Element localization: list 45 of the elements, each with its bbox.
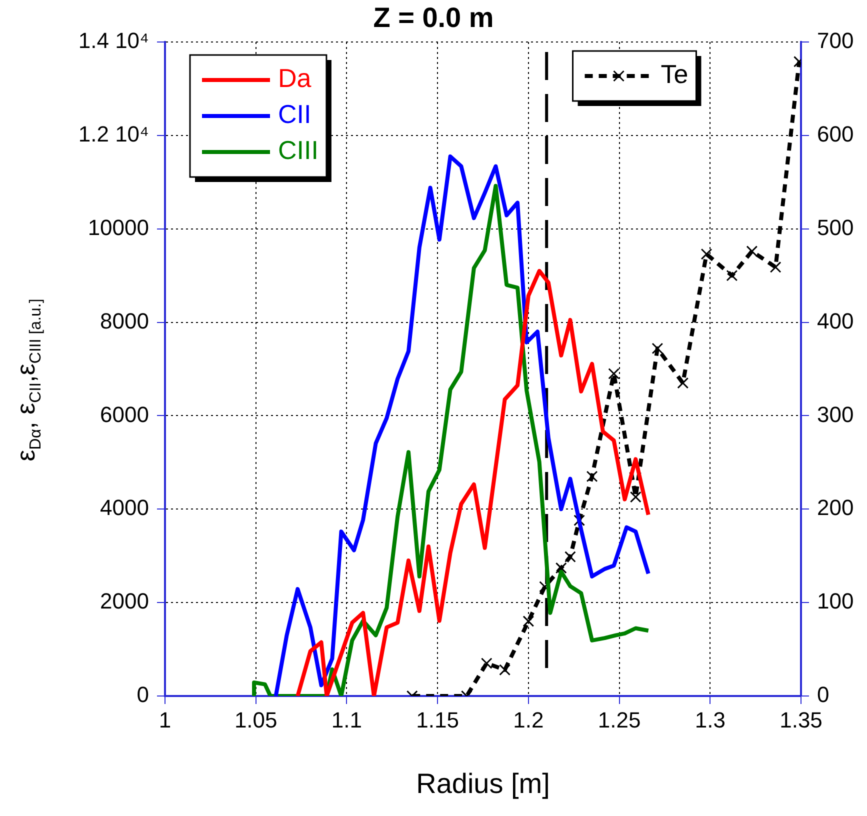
point xyxy=(555,562,567,574)
x-tick-label: 1.05 xyxy=(234,707,278,732)
point xyxy=(522,616,534,627)
y-tick-label: 2000 xyxy=(100,588,149,614)
x-tick-label: 1 xyxy=(158,707,172,732)
y-tick-label: 0 xyxy=(136,682,149,708)
x-tick-label: 1.25 xyxy=(598,707,641,732)
y-tick-label: 1.4 10⁴ xyxy=(78,28,149,54)
y2-tick-label: 300 xyxy=(817,402,854,427)
y2-tick-label: 600 xyxy=(817,121,854,146)
point xyxy=(630,491,642,503)
y-tick-label: 1.2 10⁴ xyxy=(78,121,149,146)
y2-tick-label: 400 xyxy=(817,308,854,334)
point xyxy=(770,261,782,273)
y2-tick-label: 700 xyxy=(817,28,854,54)
legend-label: Da xyxy=(278,63,312,94)
y-tick-label: 10000 xyxy=(88,214,149,240)
x-tick-label: 1.1 xyxy=(331,707,362,732)
point xyxy=(677,377,689,389)
y2-tick-label: 100 xyxy=(817,588,854,614)
y2-tick-label: 0 xyxy=(817,682,830,708)
point xyxy=(746,246,758,257)
point xyxy=(700,248,712,260)
y-tick-label: 8000 xyxy=(100,308,149,334)
y2-tick-label: 200 xyxy=(817,495,854,520)
point xyxy=(586,470,598,482)
x-tick-label: 1.35 xyxy=(780,707,822,732)
chart-title: Z = 0.0 m xyxy=(373,2,494,33)
point xyxy=(480,658,492,669)
point xyxy=(499,664,511,676)
point xyxy=(608,368,620,380)
x-tick-label: 1.2 xyxy=(513,707,544,732)
x-tick-label: 1.3 xyxy=(694,707,726,732)
point xyxy=(564,551,576,562)
x-tick-label: 1.15 xyxy=(416,707,459,732)
point xyxy=(652,342,664,354)
point xyxy=(726,270,738,282)
legend-label: Te xyxy=(660,59,688,90)
legend-label: CII xyxy=(278,99,312,130)
x-axis-title: Radius [m] xyxy=(416,768,550,799)
y2-tick-label: 500 xyxy=(817,214,854,240)
y-tick-label: 4000 xyxy=(100,495,149,520)
point xyxy=(574,514,586,526)
legend-label: CIII xyxy=(278,135,318,166)
y-tick-label: 6000 xyxy=(100,402,149,427)
